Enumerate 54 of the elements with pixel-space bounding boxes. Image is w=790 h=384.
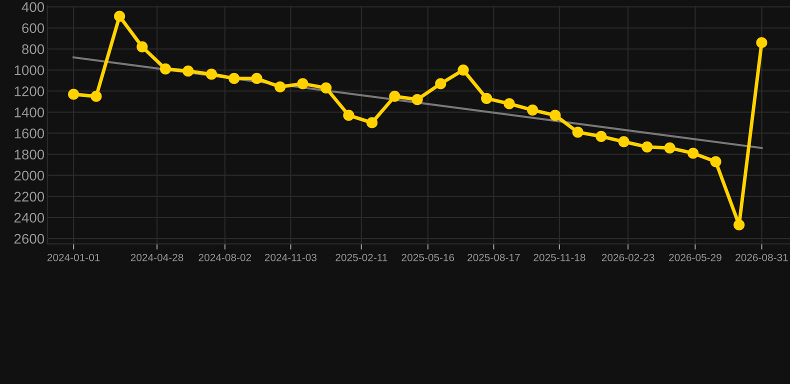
point	[642, 141, 653, 152]
point	[664, 142, 676, 154]
x-tick-label: 2025-08-17	[468, 254, 520, 262]
point	[136, 41, 148, 52]
y-tick-label: 600	[22, 23, 44, 34]
point	[504, 98, 515, 110]
point	[481, 92, 492, 104]
y-tick-label: 800	[22, 44, 44, 54]
x-tick-label: 2026-02-23	[602, 254, 654, 262]
point	[458, 64, 469, 76]
y-tick-label: 1600	[14, 128, 44, 138]
y-tick-label: 1200	[14, 86, 44, 96]
point	[550, 110, 561, 121]
point	[114, 10, 126, 22]
point	[160, 63, 172, 75]
x-tick-label: 2025-05-16	[402, 254, 454, 262]
x-tick-label: 2026-05-29	[669, 254, 722, 262]
x-tick-label: 2024-01-01	[47, 254, 100, 262]
point	[527, 104, 538, 116]
y-tick-label: 2000	[14, 170, 44, 181]
y-tick-label: 1800	[14, 150, 44, 160]
y-tick-label: 1000	[14, 65, 44, 76]
point	[710, 156, 722, 168]
point	[251, 72, 262, 84]
point	[412, 94, 423, 106]
point	[618, 136, 630, 148]
point	[596, 130, 607, 142]
y-tick-label: 400	[22, 2, 44, 12]
x-tick-label: 2025-11-18	[534, 254, 586, 262]
point	[206, 68, 218, 80]
point	[228, 72, 240, 84]
y-tick-label: 2400	[14, 212, 44, 223]
x-tick-label: 2026-08-31	[736, 254, 788, 262]
y-tick-label: 2600	[14, 234, 44, 244]
point	[366, 117, 378, 128]
point	[297, 78, 308, 90]
point	[435, 78, 446, 90]
point	[389, 90, 400, 102]
point	[320, 82, 332, 94]
point	[68, 88, 80, 100]
point	[734, 219, 745, 230]
point	[274, 81, 286, 92]
x-tick-label: 2024-08-02	[198, 254, 252, 262]
point	[756, 37, 768, 48]
point	[572, 126, 584, 138]
point	[343, 110, 354, 121]
point	[182, 66, 194, 77]
x-tick-label: 2024-11-03	[264, 254, 316, 262]
y-tick-label: 2200	[14, 192, 44, 202]
x-tick-label: 2024-04-28	[130, 254, 184, 262]
point	[90, 90, 102, 102]
point	[688, 148, 699, 159]
y-tick-label: 1400	[14, 107, 44, 118]
x-tick-label: 2025-02-11	[336, 254, 388, 262]
